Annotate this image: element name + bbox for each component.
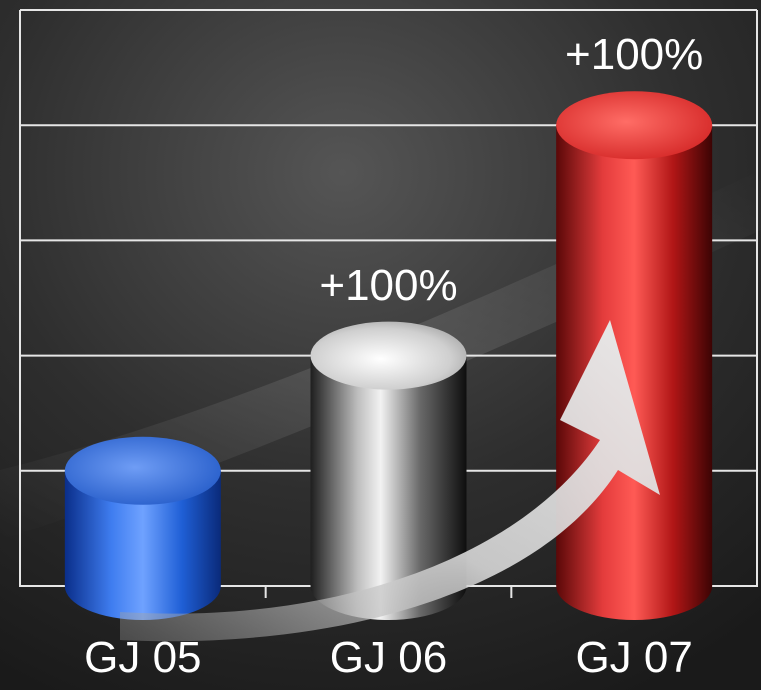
bar-3 (556, 91, 713, 620)
bar-2 (310, 321, 467, 620)
x-tick-label: GJ 06 (329, 633, 448, 682)
x-tick-label: GJ 07 (575, 633, 693, 682)
bar-1 (64, 436, 221, 620)
bar-body (556, 125, 713, 620)
bar-top (310, 321, 467, 390)
data-label: +100% (565, 30, 704, 80)
data-label: +100% (319, 260, 458, 310)
growth-arrow (120, 320, 660, 642)
x-tick-label: GJ 05 (84, 633, 202, 682)
bar-top (64, 436, 221, 505)
bar-top (556, 91, 713, 160)
bar-body (310, 355, 467, 620)
bars-layer (64, 91, 713, 620)
bar-body (64, 470, 221, 620)
